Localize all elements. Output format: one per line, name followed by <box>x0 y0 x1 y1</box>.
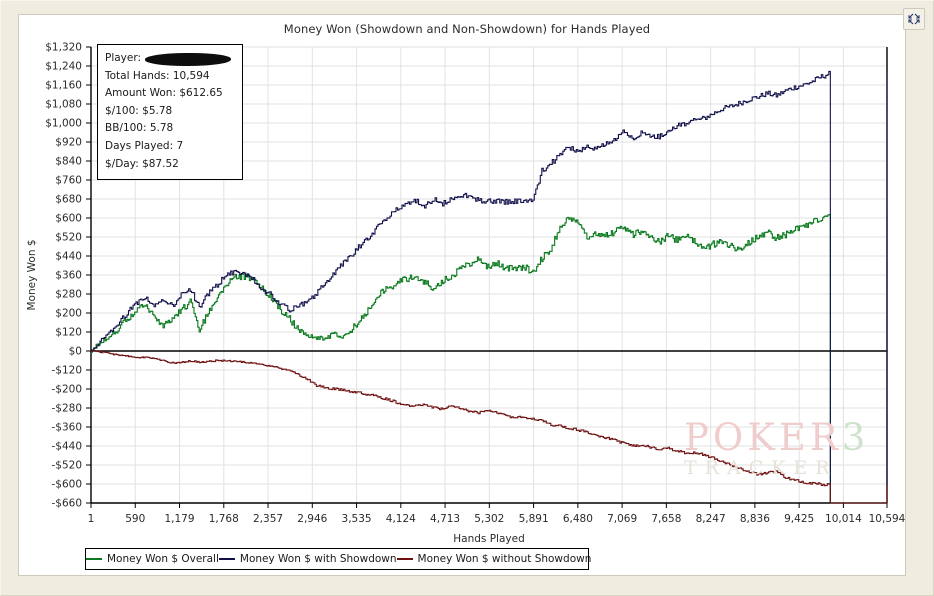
x-tick-label: 8,247 <box>696 513 726 525</box>
y-tick-label: $920 <box>55 137 82 149</box>
chart-legend: Money Won $ Overall Money Won $ with Show… <box>85 548 592 570</box>
y-tick-label: $760 <box>55 175 82 187</box>
info-row-5: $/Day: $87.52 <box>105 157 179 170</box>
x-axis-label: Hands Played <box>453 533 524 545</box>
x-tick-label: 7,658 <box>651 513 681 525</box>
y-tick-label: $280 <box>55 289 82 301</box>
y-tick-label: -$200 <box>51 384 82 396</box>
x-tick-label: 4,713 <box>430 513 460 525</box>
x-tick-label: 2,946 <box>297 513 327 525</box>
y-tick-label: $520 <box>55 232 82 244</box>
series-line-1 <box>91 70 888 504</box>
y-tick-label: $1,160 <box>45 80 82 92</box>
chart-plot-area: $1,320 $1,240 $1,160 $1,080 $1,000 $920 $840 $7… <box>26 42 906 545</box>
x-tick-label: 5,302 <box>474 513 504 525</box>
x-tick-label: 3,535 <box>342 513 372 525</box>
x-tick-label: 1 <box>88 513 95 525</box>
x-tick-label: 6,480 <box>563 513 593 525</box>
y-axis-label: Money Won $ <box>26 239 38 310</box>
player-label: Player: <box>105 52 142 64</box>
x-tick-label: 2,357 <box>253 513 283 525</box>
y-tick-label: $600 <box>55 213 82 225</box>
y-tick-label: $1,320 <box>45 42 82 54</box>
y-tick-label: -$520 <box>51 460 82 472</box>
y-tick-label: $680 <box>55 194 82 206</box>
player-stats-info-box: Player: Total Hands: 10,594 Amount Won: $… <box>97 44 243 181</box>
legend-label-1: Money Won $ with Showdown <box>239 553 397 565</box>
legend-item-1[interactable]: Money Won $ with Showdown <box>218 553 397 565</box>
maximize-arrows-glyph <box>908 13 920 25</box>
x-tick-label: 9,425 <box>784 513 814 525</box>
y-tick-label: -$360 <box>51 422 82 434</box>
y-tick-label: $360 <box>55 270 82 282</box>
x-tick-label: 8,836 <box>740 513 770 525</box>
x-tick-label: 5,891 <box>519 513 549 525</box>
info-row-0: Total Hands: 10,594 <box>105 69 210 82</box>
info-row-player: Player: <box>105 50 235 68</box>
info-row-1: Amount Won: $612.65 <box>105 87 223 100</box>
x-tick-label: 590 <box>125 513 145 525</box>
x-tick-label: 10,014 <box>825 513 862 525</box>
y-tick-label: -$280 <box>51 403 82 415</box>
legend-swatch-2 <box>396 557 413 561</box>
y-tick-label: -$600 <box>51 479 82 491</box>
info-row-2: $/100: $5.78 <box>105 104 173 117</box>
x-tick-label: 1,179 <box>164 513 194 525</box>
legend-label-2: Money Won $ without Showdown <box>417 553 592 565</box>
y-tick-label: $1,000 <box>45 118 82 130</box>
y-tick-label: -$120 <box>51 365 82 377</box>
series-line-2 <box>91 350 888 504</box>
y-tick-label: $200 <box>55 308 82 320</box>
x-tick-label: 10,594 <box>869 513 906 525</box>
x-tick-label: 1,768 <box>209 513 239 525</box>
legend-item-2[interactable]: Money Won $ without Showdown <box>396 553 592 565</box>
series-line-0 <box>91 214 888 504</box>
y-tick-label: -$660 <box>51 498 82 510</box>
y-tick-label: $440 <box>55 251 82 263</box>
x-tick-label: 4,124 <box>386 513 416 525</box>
y-tick-label: $120 <box>55 327 82 339</box>
y-tick-label: $1,080 <box>45 99 82 111</box>
info-row-3: BB/100: 5.78 <box>105 122 174 135</box>
legend-swatch-0 <box>86 557 102 561</box>
legend-item-0[interactable]: Money Won $ Overall <box>86 553 219 565</box>
legend-swatch-1 <box>218 557 235 561</box>
legend-label-0: Money Won $ Overall <box>107 553 219 565</box>
y-tick-label: -$440 <box>51 441 82 453</box>
info-row-4: Days Played: 7 <box>105 139 184 152</box>
x-tick-label: 7,069 <box>607 513 637 525</box>
y-tick-label: $840 <box>55 156 82 168</box>
player-name-redaction <box>145 53 232 67</box>
maximize-arrows-icon[interactable] <box>903 8 925 30</box>
y-tick-label: $1,240 <box>45 61 82 73</box>
y-tick-label: $0 <box>69 346 82 358</box>
page-title: Money Won (Showdown and Non-Showdown) fo… <box>283 22 651 36</box>
